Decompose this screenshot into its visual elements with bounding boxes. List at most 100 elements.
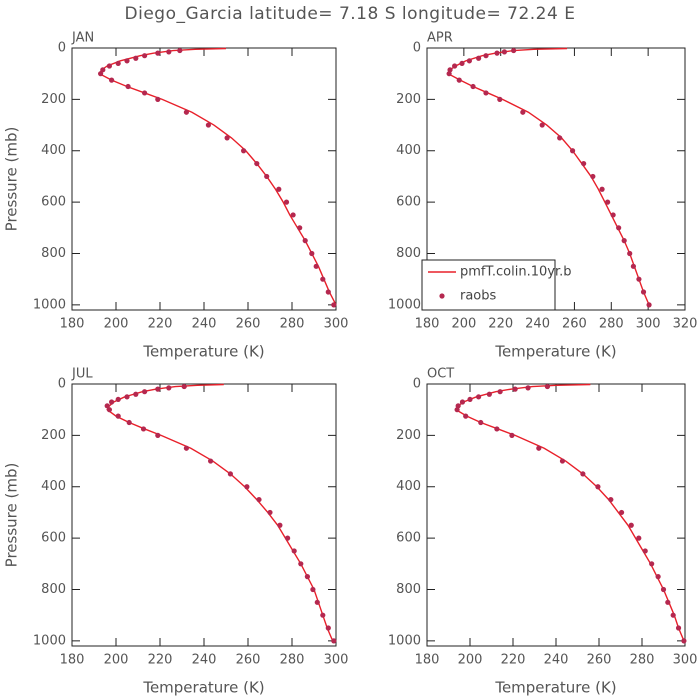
panel-label: APR	[427, 31, 453, 46]
plot-frame	[71, 383, 337, 647]
raob-point	[241, 148, 247, 154]
raob-point	[483, 53, 489, 59]
x-tick-label: 260	[236, 653, 261, 668]
x-tick-label: 180	[415, 317, 440, 332]
raob-point	[314, 599, 320, 605]
x-tick-label: 280	[280, 317, 305, 332]
plot-frame	[426, 383, 686, 647]
raob-point	[655, 574, 661, 580]
y-tick-label: 0	[58, 377, 66, 392]
x-axis-label: Temperature (K)	[494, 343, 616, 361]
raob-point	[115, 396, 121, 403]
x-tick-label: 240	[192, 317, 217, 332]
raob-point	[140, 426, 147, 432]
raob-point	[681, 638, 687, 644]
raob-point	[331, 638, 337, 644]
raob-point	[557, 135, 563, 141]
raob-point	[254, 160, 260, 167]
raob-point	[642, 548, 648, 554]
raob-point	[325, 625, 331, 631]
y-tick-label: 600	[41, 531, 66, 546]
raob-point	[224, 135, 230, 141]
x-tick-label: 200	[104, 317, 129, 332]
raob-point	[640, 289, 647, 295]
raob-point	[267, 509, 273, 516]
raob-point	[227, 471, 233, 477]
raob-point	[98, 71, 104, 77]
raob-point	[124, 58, 130, 64]
raob-point	[447, 67, 453, 73]
raob-point	[459, 399, 466, 405]
raob-point	[559, 458, 566, 464]
raob-point	[456, 77, 462, 83]
raob-point	[183, 445, 189, 451]
raob-point	[155, 96, 161, 102]
raob-point	[264, 173, 270, 180]
y-tick-label: 800	[396, 246, 421, 261]
raob-point	[470, 83, 476, 90]
raob-point	[106, 407, 112, 413]
x-tick-label: 200	[451, 317, 476, 332]
raob-point	[486, 391, 492, 397]
raob-point	[466, 58, 472, 64]
raob-point	[310, 586, 316, 593]
raob-point	[569, 148, 576, 154]
raob-point	[512, 386, 518, 392]
y-tick-label: 1000	[33, 297, 66, 312]
raob-point	[115, 60, 121, 67]
raob-point	[476, 55, 482, 61]
y-axis-label: Pressure (mb)	[3, 463, 21, 568]
x-tick-label: 180	[60, 653, 85, 668]
x-tick-label: 220	[148, 653, 173, 668]
raob-point	[320, 612, 326, 618]
raob-point	[497, 96, 503, 102]
x-axis-label: Temperature (K)	[494, 679, 616, 697]
y-tick-label: 1000	[388, 297, 421, 312]
raob-point	[665, 599, 671, 605]
raob-point	[302, 238, 308, 244]
panel-label: JUL	[71, 367, 93, 382]
legend-label: pmfT.colin.10yr.b	[460, 265, 572, 280]
raob-point	[313, 263, 319, 269]
y-tick-label: 1000	[388, 633, 421, 648]
y-tick-label: 400	[396, 479, 421, 494]
raob-point	[628, 522, 634, 528]
y-tick-label: 800	[41, 582, 66, 597]
panel-label: JAN	[71, 31, 94, 46]
raob-point	[106, 63, 112, 69]
raob-point	[483, 90, 489, 96]
x-tick-label: 280	[630, 653, 655, 668]
raob-point	[590, 173, 596, 180]
raob-point	[133, 55, 139, 61]
y-tick-label: 0	[413, 377, 421, 392]
raob-point	[208, 458, 214, 464]
x-tick-label: 220	[488, 317, 513, 332]
raob-point	[636, 535, 642, 541]
x-axis-label: Temperature (K)	[142, 343, 264, 361]
raob-point	[183, 109, 189, 115]
x-tick-label: 240	[192, 653, 217, 668]
raob-point	[283, 199, 290, 205]
y-tick-label: 0	[413, 41, 421, 56]
raob-point	[476, 394, 482, 400]
raob-point	[126, 419, 132, 426]
y-tick-label: 800	[396, 582, 421, 597]
y-tick-label: 0	[58, 41, 66, 56]
y-tick-label: 1000	[33, 633, 66, 648]
x-tick-label: 180	[60, 317, 85, 332]
x-axis-label: Temperature (K)	[142, 679, 264, 697]
raob-point	[166, 49, 172, 55]
x-tick-label: 300	[673, 653, 698, 668]
raob-point	[142, 53, 148, 59]
raob-point	[452, 63, 458, 69]
raob-point	[595, 484, 601, 490]
raob-point	[133, 391, 139, 397]
raob-point	[276, 186, 282, 192]
raob-point	[646, 302, 652, 308]
x-tick-label: 280	[599, 317, 624, 332]
raob-point	[177, 47, 183, 54]
x-tick-label: 260	[562, 317, 587, 332]
raob-point	[511, 47, 517, 54]
raob-point	[618, 509, 625, 516]
y-tick-label: 600	[396, 531, 421, 546]
